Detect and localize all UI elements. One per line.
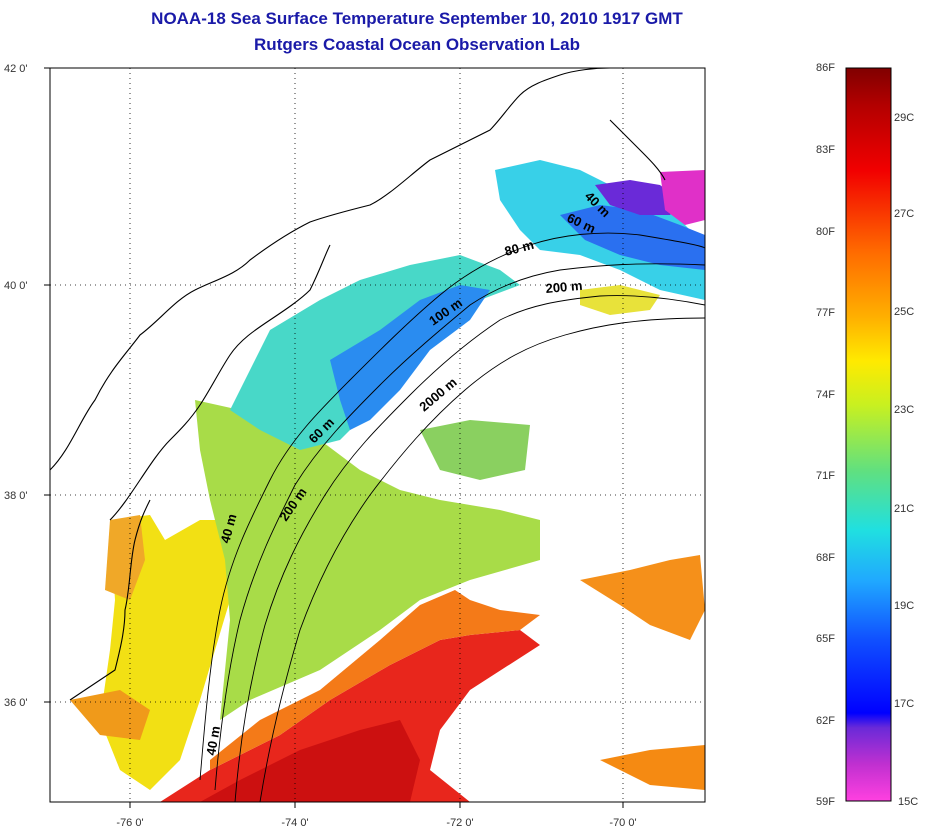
- lon-tick-76: -76 0': [116, 817, 143, 829]
- sst-green-offshore: [420, 420, 530, 480]
- sst-field: [70, 160, 705, 802]
- sst-orange-east: [580, 555, 705, 640]
- contour-label-40m-south: 40 m: [203, 725, 223, 757]
- contour-label-200m-north: 200 m: [545, 278, 583, 296]
- cb-c-17: 17C: [894, 698, 915, 710]
- sst-magenta-ne: [660, 170, 705, 225]
- contour-label-40m-mid: 40 m: [217, 512, 239, 545]
- cb-f-65: 65F: [816, 633, 835, 645]
- lon-tick-72: -72 0': [446, 817, 473, 829]
- sst-sound-orange: [70, 690, 150, 740]
- bathymetry-contours: [199, 232, 705, 802]
- sst-orange-band: [210, 590, 540, 770]
- sst-chesapeake-orange: [105, 515, 145, 600]
- sst-blue-ne: [560, 205, 705, 270]
- cb-c-21: 21C: [894, 503, 915, 515]
- contour-label-80m: 80 m: [503, 237, 536, 259]
- map-frame: [49, 67, 706, 803]
- sst-green-shelf: [195, 400, 540, 720]
- cb-f-71: 71F: [816, 470, 835, 482]
- sst-warm-core: [200, 720, 420, 802]
- contour-label-2000m: 2000 m: [416, 374, 459, 414]
- sst-violet-ne: [595, 180, 680, 215]
- sst-orange-se: [600, 745, 705, 790]
- cb-c-19: 19C: [894, 600, 915, 612]
- cb-c-29: 29C: [894, 112, 915, 124]
- cb-f-74: 74F: [816, 389, 835, 401]
- cb-f-77: 77F: [816, 307, 835, 319]
- sst-yellow-gulfstream: [580, 285, 660, 315]
- cb-f-59: 59F: [816, 796, 835, 808]
- cb-f-80: 80F: [816, 226, 835, 238]
- map-subtitle: Rutgers Coastal Ocean Observation Lab: [254, 35, 580, 54]
- graticule: [50, 68, 705, 802]
- tick-marks: [44, 67, 624, 808]
- cb-f-68: 68F: [816, 552, 835, 564]
- colorbar: [845, 67, 892, 802]
- cb-c-15: 15C: [898, 796, 919, 808]
- lat-tick-40: 40 0': [4, 280, 28, 292]
- cb-f-62: 62F: [816, 715, 835, 727]
- lon-tick-74: -74 0': [281, 817, 308, 829]
- coastline: [50, 68, 666, 701]
- cb-f-86: 86F: [816, 62, 835, 74]
- sst-warm-region: [160, 630, 540, 802]
- lat-tick-36: 36 0': [4, 697, 28, 709]
- lat-tick-38: 38 0': [4, 490, 28, 502]
- cb-f-83: 83F: [816, 144, 835, 156]
- lon-tick-70: -70 0': [609, 817, 636, 829]
- cb-c-27: 27C: [894, 208, 915, 220]
- cb-c-25: 25C: [894, 306, 915, 318]
- map-title: NOAA-18 Sea Surface Temperature Septembe…: [151, 9, 683, 28]
- cb-c-23: 23C: [894, 404, 915, 416]
- lat-tick-42: 42 0': [4, 63, 28, 75]
